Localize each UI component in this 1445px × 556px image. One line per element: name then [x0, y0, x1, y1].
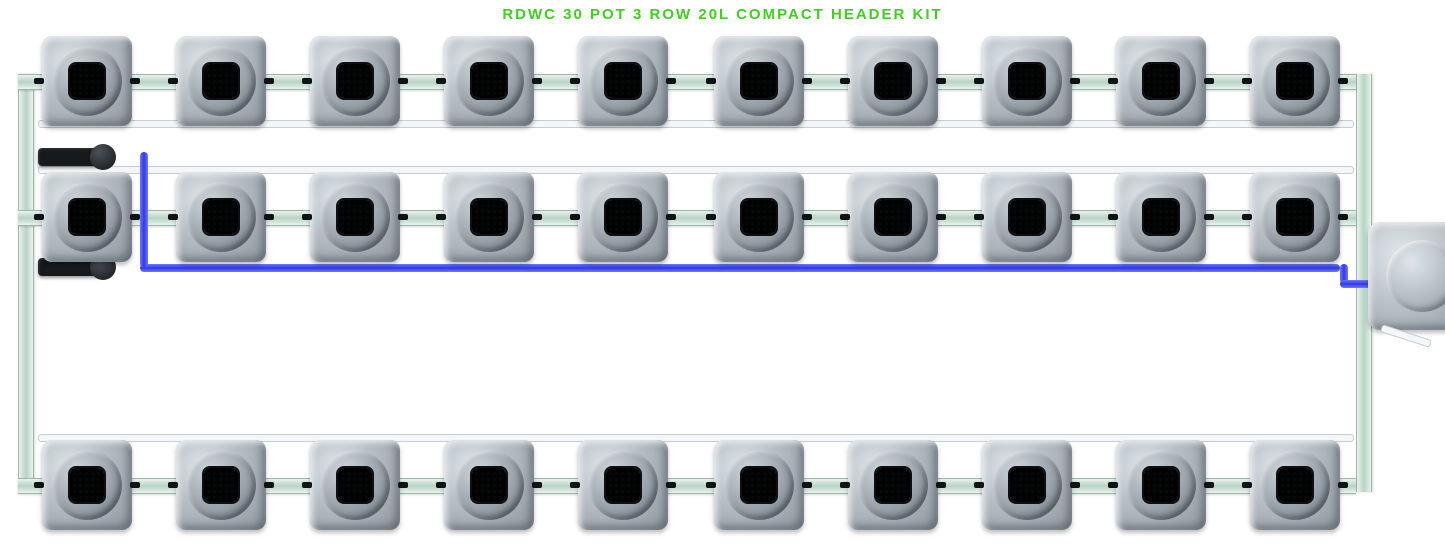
grow-pot-r1-c6	[848, 172, 938, 262]
diagram-title: RDWC 30 POT 3 ROW 20L COMPACT HEADER KIT	[0, 6, 1445, 23]
grow-pot-r1-c2	[310, 172, 400, 262]
pump-fitting-0	[38, 148, 100, 166]
grow-pot-r0-c4	[578, 36, 668, 126]
grow-pot-r0-c5	[714, 36, 804, 126]
grow-pot-r1-c9	[1250, 172, 1340, 262]
grow-pot-r2-c3	[444, 440, 534, 530]
grow-pot-r0-c3	[444, 36, 534, 126]
grow-pot-r0-c1	[176, 36, 266, 126]
grow-pot-r0-c8	[1116, 36, 1206, 126]
grow-pot-r2-c0	[42, 440, 132, 530]
grow-pot-r0-c7	[982, 36, 1072, 126]
grow-pot-r0-c9	[1250, 36, 1340, 126]
grow-pot-r2-c2	[310, 440, 400, 530]
grow-pot-r0-c2	[310, 36, 400, 126]
grow-pot-r0-c0	[42, 36, 132, 126]
grow-pot-r2-c4	[578, 440, 668, 530]
blue-hose-left-drop	[140, 152, 148, 268]
grow-pot-r2-c7	[982, 440, 1072, 530]
grow-pot-r0-c6	[848, 36, 938, 126]
grow-pot-r2-c6	[848, 440, 938, 530]
header-pipe-vertical-0	[18, 74, 34, 492]
grow-pot-r2-c5	[714, 440, 804, 530]
grow-pot-r1-c8	[1116, 172, 1206, 262]
grow-pot-r1-c3	[444, 172, 534, 262]
blue-hose-main	[140, 264, 1340, 272]
reservoir-brain	[1368, 222, 1445, 330]
grow-pot-r1-c0	[42, 172, 132, 262]
grow-pot-r1-c1	[176, 172, 266, 262]
grow-pot-r1-c4	[578, 172, 668, 262]
grow-pot-r2-c9	[1250, 440, 1340, 530]
grow-pot-r2-c8	[1116, 440, 1206, 530]
grow-pot-r2-c1	[176, 440, 266, 530]
grow-pot-r1-c5	[714, 172, 804, 262]
grow-pot-r1-c7	[982, 172, 1072, 262]
